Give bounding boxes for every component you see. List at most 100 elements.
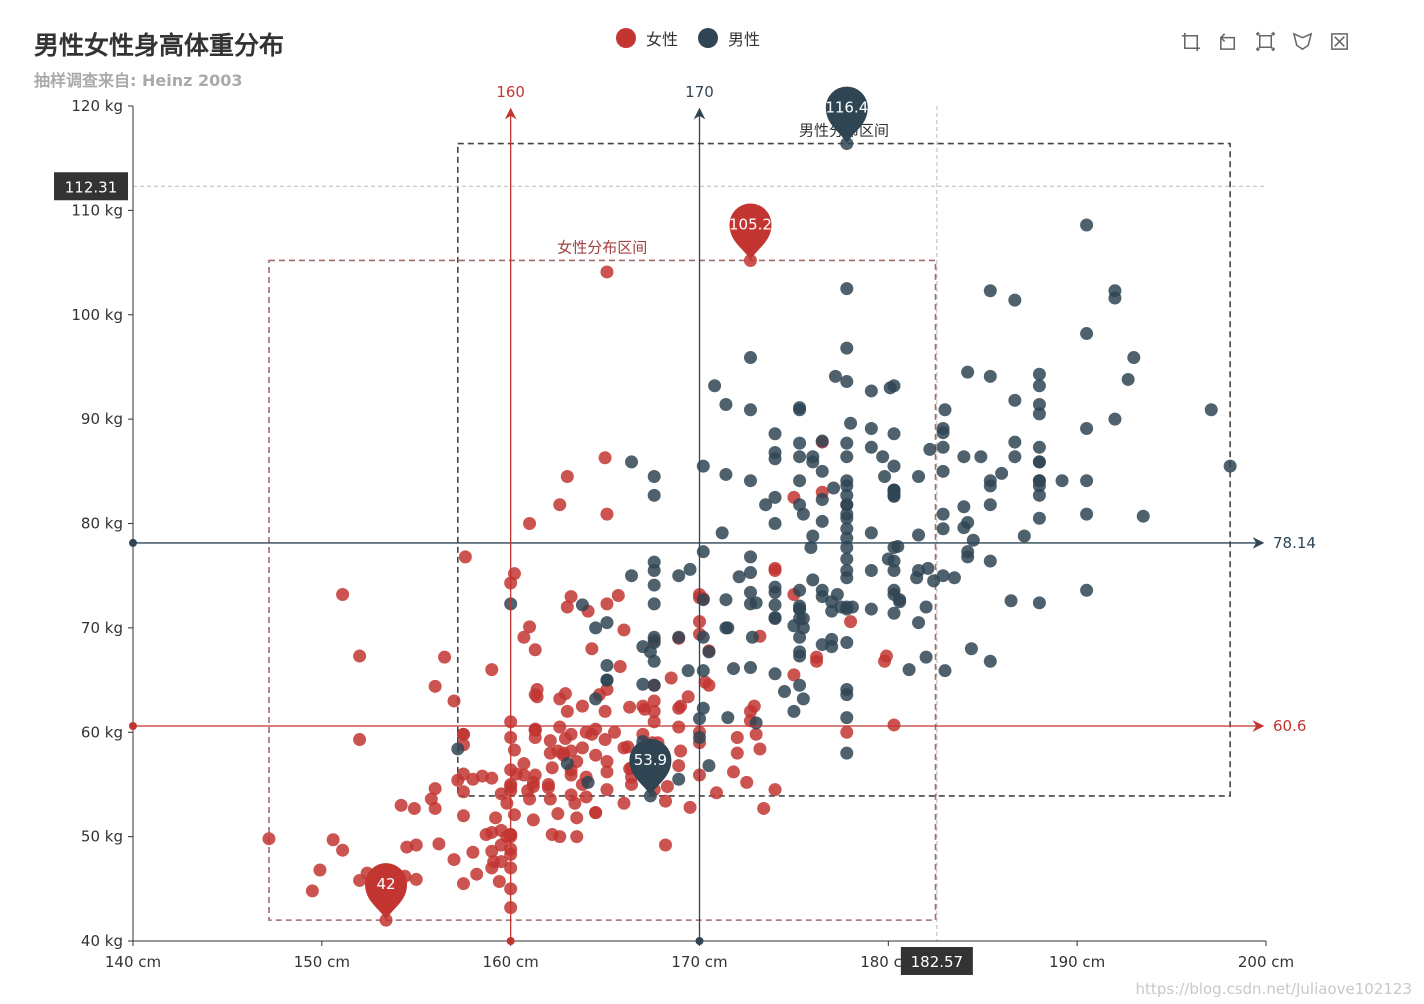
data-point xyxy=(543,792,557,806)
data-point xyxy=(564,590,578,604)
data-point xyxy=(740,775,754,789)
data-point xyxy=(878,654,892,668)
data-point xyxy=(702,645,716,659)
data-point xyxy=(815,638,829,652)
mark-point: 116.4 xyxy=(825,86,868,144)
data-point xyxy=(432,837,446,851)
data-point xyxy=(887,554,901,568)
rect-select-icon[interactable] xyxy=(1254,30,1277,53)
data-point xyxy=(672,630,686,644)
data-point xyxy=(600,765,614,779)
data-point xyxy=(558,687,572,701)
data-point xyxy=(974,450,988,464)
toolbox xyxy=(1180,30,1351,53)
legend-item-male[interactable]: 男性 xyxy=(698,26,760,50)
data-point xyxy=(793,630,807,644)
legend-label-male: 男性 xyxy=(728,30,761,49)
data-point xyxy=(485,663,499,677)
data-point xyxy=(1008,393,1022,407)
data-point xyxy=(485,844,499,858)
data-point xyxy=(598,733,612,747)
data-point xyxy=(1032,455,1046,469)
data-point xyxy=(672,720,686,734)
data-point xyxy=(458,550,472,564)
data-point xyxy=(719,621,733,635)
data-point xyxy=(912,616,926,630)
data-point xyxy=(647,715,661,729)
data-point xyxy=(887,379,901,393)
data-point xyxy=(1008,293,1022,307)
data-point xyxy=(719,467,733,481)
y-tick-label: 70 kg xyxy=(81,619,123,637)
mark-point-pin-icon xyxy=(825,86,868,144)
data-point xyxy=(768,563,782,577)
data-point xyxy=(600,673,614,687)
data-point xyxy=(864,384,878,398)
data-point xyxy=(1223,459,1237,473)
data-point xyxy=(887,563,901,577)
data-point xyxy=(793,649,807,663)
data-point xyxy=(625,455,639,469)
data-point xyxy=(470,867,484,881)
clear-select-icon[interactable] xyxy=(1328,30,1351,53)
legend-label-female: 女性 xyxy=(646,30,679,49)
data-point xyxy=(543,746,557,760)
data-point xyxy=(451,742,465,756)
legend-marker-icon xyxy=(698,28,719,48)
data-point xyxy=(957,500,971,514)
data-point xyxy=(964,642,978,656)
data-point xyxy=(613,659,627,673)
data-point xyxy=(828,369,842,383)
data-point xyxy=(500,830,514,844)
data-point xyxy=(1032,407,1046,421)
data-point xyxy=(768,427,782,441)
watermark: https://blog.csdn.net/Juliaove102123 xyxy=(1135,980,1412,998)
data-point xyxy=(840,522,854,536)
mark-point: 53.9 xyxy=(629,738,672,796)
data-point xyxy=(509,767,523,781)
axis-pointer-y-badge xyxy=(54,172,128,201)
data-point xyxy=(456,877,470,891)
data-point xyxy=(768,611,782,625)
data-point xyxy=(560,600,574,614)
data-point xyxy=(575,598,589,612)
data-point xyxy=(983,284,997,298)
data-point xyxy=(995,466,1009,480)
data-point xyxy=(1080,583,1094,597)
data-point xyxy=(840,600,854,614)
data-point xyxy=(409,872,423,886)
data-point xyxy=(806,529,820,543)
mark-point-label: 105.2 xyxy=(729,215,772,233)
data-point xyxy=(489,811,503,825)
data-point xyxy=(541,781,555,795)
y-tick-label: 60 kg xyxy=(81,723,123,741)
data-point xyxy=(768,667,782,681)
data-point xyxy=(585,642,599,656)
data-point xyxy=(936,464,950,478)
data-point xyxy=(793,611,807,625)
data-point xyxy=(719,593,733,607)
lasso-select-icon[interactable] xyxy=(1291,30,1314,53)
data-point xyxy=(793,602,807,616)
data-point xyxy=(600,658,614,672)
legend-item-female[interactable]: 女性 xyxy=(616,26,678,50)
data-point xyxy=(759,498,773,512)
data-point xyxy=(815,434,829,448)
data-point xyxy=(702,678,716,692)
data-point xyxy=(647,694,661,708)
data-point xyxy=(726,662,740,676)
data-point xyxy=(683,562,697,576)
zoom-icon[interactable] xyxy=(1180,30,1203,53)
axis-pointer-x-label: 182.57 xyxy=(911,953,964,971)
data-point xyxy=(1080,218,1094,232)
data-point xyxy=(768,446,782,460)
data-point xyxy=(840,341,854,355)
data-point xyxy=(553,720,567,734)
data-point xyxy=(753,742,767,756)
data-point xyxy=(1108,284,1122,298)
data-point xyxy=(966,533,980,547)
data-point xyxy=(804,541,818,555)
data-point xyxy=(793,678,807,692)
data-point xyxy=(647,654,661,668)
zoom-reset-icon[interactable] xyxy=(1217,30,1240,53)
